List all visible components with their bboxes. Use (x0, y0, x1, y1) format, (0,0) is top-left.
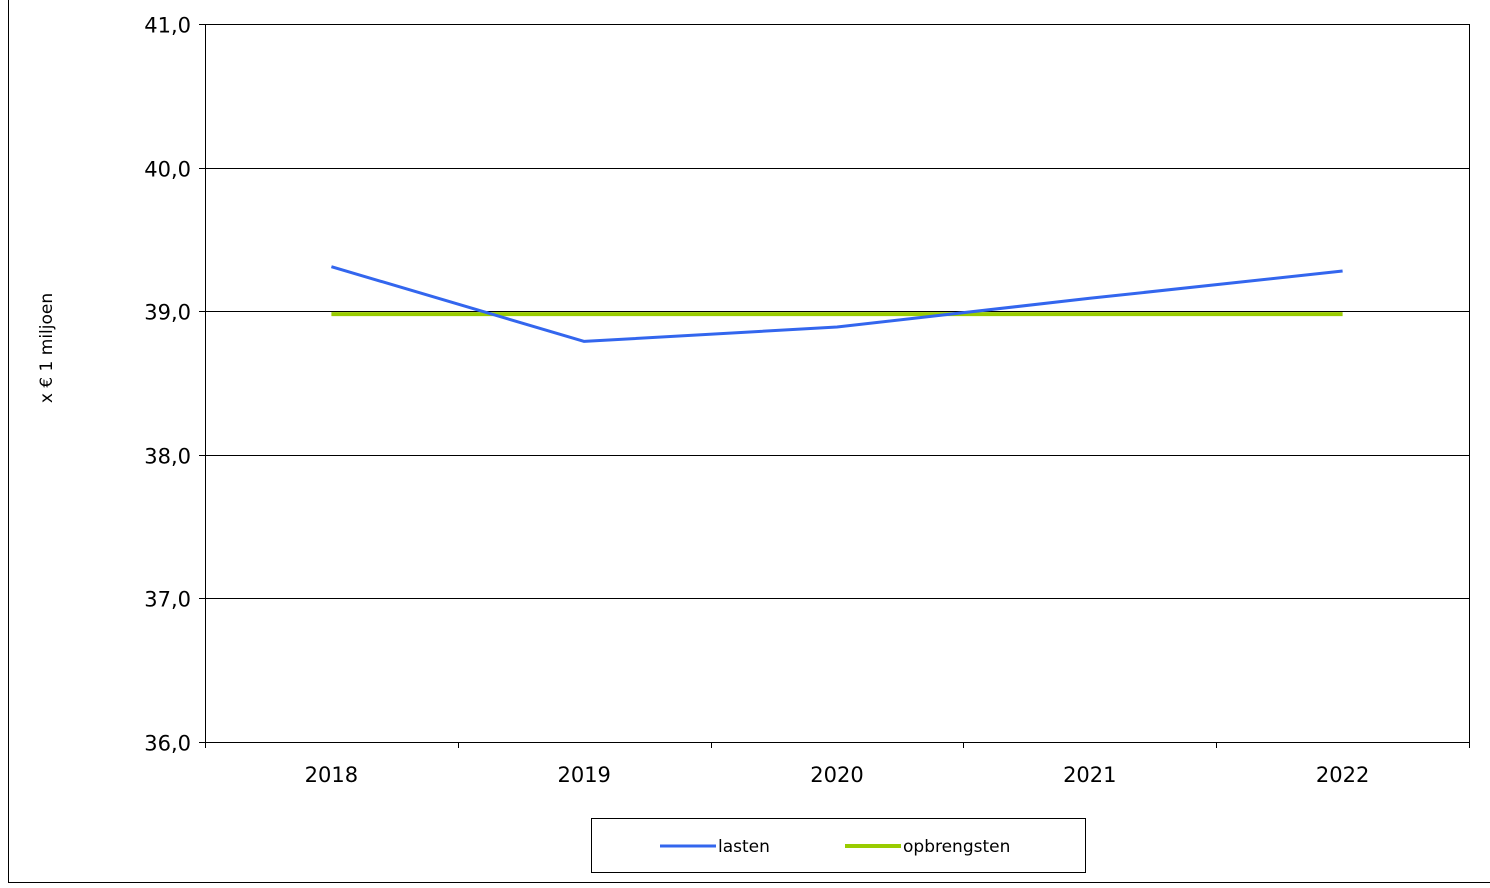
legend: lasten opbrengsten (591, 818, 1086, 873)
x-tick-label: 2019 (557, 763, 610, 787)
x-tick-label: 2021 (1063, 763, 1116, 787)
axes: 36,0 37,0 38,0 39,0 40,0 41,0 2018 2019 2020 2021… (144, 14, 1470, 787)
y-tick-label: 39,0 (144, 301, 191, 325)
y-axis-label: x € 1 miljoen (37, 293, 57, 403)
y-tick-label: 38,0 (144, 445, 191, 469)
y-tick-label: 40,0 (144, 158, 191, 182)
legend-label-lasten: lasten (718, 837, 770, 857)
series-line-lasten (330, 265, 1343, 343)
x-tick-label: 2022 (1316, 763, 1369, 787)
gridlines (205, 168, 1469, 599)
x-tick-label: 2018 (305, 763, 358, 787)
y-tick-label: 37,0 (144, 588, 191, 612)
plot-area (205, 24, 1470, 743)
legend-label-opbrengsten: opbrengsten (903, 837, 1010, 857)
series-lines (330, 265, 1343, 343)
y-tick-label: 41,0 (144, 14, 191, 38)
y-tick-label: 36,0 (144, 732, 191, 756)
x-tick-label: 2020 (810, 763, 863, 787)
